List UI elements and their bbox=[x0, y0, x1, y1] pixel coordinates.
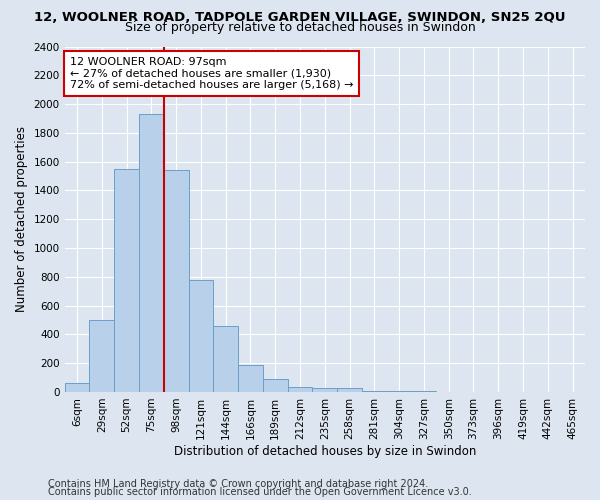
Bar bbox=[65, 384, 89, 392]
Text: 12, WOOLNER ROAD, TADPOLE GARDEN VILLAGE, SWINDON, SN25 2QU: 12, WOOLNER ROAD, TADPOLE GARDEN VILLAGE… bbox=[34, 11, 566, 24]
Text: Contains HM Land Registry data © Crown copyright and database right 2024.: Contains HM Land Registry data © Crown c… bbox=[48, 479, 428, 489]
Bar bbox=[263, 379, 287, 392]
Bar bbox=[238, 364, 263, 392]
Bar bbox=[139, 114, 164, 392]
Y-axis label: Number of detached properties: Number of detached properties bbox=[15, 126, 28, 312]
Bar bbox=[412, 391, 436, 392]
Bar bbox=[114, 169, 139, 392]
Text: Contains public sector information licensed under the Open Government Licence v3: Contains public sector information licen… bbox=[48, 487, 472, 497]
X-axis label: Distribution of detached houses by size in Swindon: Distribution of detached houses by size … bbox=[173, 444, 476, 458]
Text: Size of property relative to detached houses in Swindon: Size of property relative to detached ho… bbox=[125, 22, 475, 35]
Bar bbox=[164, 170, 188, 392]
Bar bbox=[337, 388, 362, 392]
Bar bbox=[188, 280, 214, 392]
Bar bbox=[313, 388, 337, 392]
Bar bbox=[287, 387, 313, 392]
Bar bbox=[89, 320, 114, 392]
Text: 12 WOOLNER ROAD: 97sqm
← 27% of detached houses are smaller (1,930)
72% of semi-: 12 WOOLNER ROAD: 97sqm ← 27% of detached… bbox=[70, 57, 353, 90]
Bar bbox=[362, 391, 387, 392]
Bar bbox=[387, 391, 412, 392]
Bar bbox=[214, 326, 238, 392]
